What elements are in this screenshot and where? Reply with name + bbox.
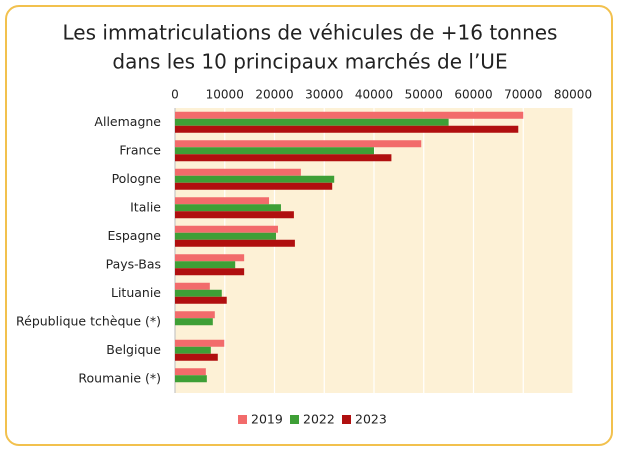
- x-tick-label: 0: [171, 88, 179, 102]
- bar: [175, 140, 422, 148]
- y-tick-label: Espagne: [107, 228, 161, 243]
- bar: [175, 268, 245, 276]
- y-tick-label: Roumanie (*): [78, 370, 161, 385]
- bar: [175, 239, 295, 247]
- y-tick-label: Allemagne: [94, 114, 161, 129]
- bar: [175, 168, 301, 176]
- x-tick-label: 80000: [554, 88, 592, 102]
- y-tick-label: Italie: [130, 199, 161, 214]
- x-tick-label: 70000: [504, 88, 542, 102]
- bar: [175, 318, 213, 326]
- bar: [175, 254, 245, 262]
- bar: [175, 211, 294, 219]
- legend-swatch: [342, 415, 351, 424]
- bar: [175, 182, 333, 190]
- bar: [175, 154, 392, 162]
- bar: [175, 261, 236, 269]
- bar: [175, 282, 210, 290]
- bar: [175, 346, 211, 354]
- legend-label: 2019: [251, 412, 283, 427]
- bar: [175, 311, 215, 319]
- x-tick-label: 40000: [355, 88, 393, 102]
- y-tick-label: Pays-Bas: [106, 256, 161, 271]
- y-tick-label: Pologne: [112, 171, 162, 186]
- legend-swatch: [238, 415, 247, 424]
- bar: [175, 118, 449, 126]
- legend-swatch: [290, 415, 299, 424]
- bar: [175, 296, 227, 304]
- bar: [175, 375, 207, 383]
- legend-label: 2022: [303, 412, 335, 427]
- chart-title: Les immatriculations de véhicules de +16…: [63, 21, 558, 45]
- bar: [175, 353, 218, 361]
- bar: [175, 289, 222, 297]
- y-tick-label: République tchèque (*): [16, 313, 161, 328]
- bar: [175, 225, 278, 233]
- bar: [175, 339, 225, 347]
- bar: [175, 147, 374, 155]
- x-tick-label: 30000: [305, 88, 343, 102]
- bar: [175, 232, 276, 240]
- bar: [175, 204, 281, 212]
- bar: [175, 175, 335, 183]
- y-tick-label: Lituanie: [111, 285, 161, 300]
- x-tick-label: 50000: [405, 88, 443, 102]
- y-tick-label: Belgique: [106, 342, 161, 357]
- card: [5, 5, 613, 446]
- bar: [175, 111, 524, 119]
- y-tick-label: France: [119, 142, 161, 157]
- legend-label: 2023: [355, 412, 387, 427]
- bar: [175, 125, 519, 133]
- x-tick-label: 60000: [454, 88, 492, 102]
- bar: [175, 197, 270, 205]
- x-tick-label: 20000: [255, 88, 293, 102]
- x-tick-label: 10000: [206, 88, 244, 102]
- chart-title: dans les 10 principaux marchés de l’UE: [112, 50, 507, 74]
- bar: [175, 368, 206, 376]
